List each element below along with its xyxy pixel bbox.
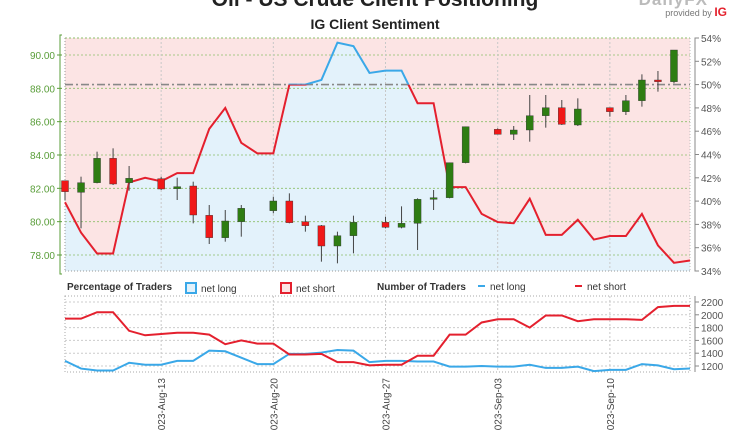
pct-tick-label: 46% (701, 127, 721, 138)
price-tick-label: 84.00 (30, 151, 55, 162)
bearish-candle (157, 178, 165, 190)
bearish-candle (301, 221, 310, 226)
long-swatch-icon (185, 282, 197, 294)
legend-pct-long[interactable]: net long (185, 282, 237, 295)
bullish-candle (125, 178, 133, 183)
bullish-candle (542, 107, 550, 116)
bearish-candle (493, 129, 502, 135)
price-tick-label: 88.00 (30, 84, 55, 95)
bearish-candle (558, 107, 566, 125)
bearish-candle (606, 107, 614, 112)
price-tick-label: 90.00 (30, 51, 55, 62)
bullish-candle (269, 200, 278, 211)
pct-tick-label: 54% (701, 34, 721, 45)
price-tick-label: 80.00 (30, 218, 55, 229)
bullish-candle (510, 129, 518, 135)
bullish-candle (333, 235, 342, 247)
ig-logo: IG (714, 5, 727, 19)
legend-pct-long-label: net long (201, 284, 237, 295)
net-short-count-line (65, 304, 690, 367)
bullish-candle (638, 79, 646, 101)
legend: Percentage of Traders net long net short… (0, 282, 750, 296)
bullish-candle (622, 100, 630, 112)
price-tick-label: 82.00 (30, 184, 55, 195)
traders-tick-label: 1600 (701, 336, 724, 347)
price-tick-label: 78.00 (30, 251, 55, 262)
traders-plot-border (64, 295, 691, 373)
date-tick-label: 2023-Sep-03 (494, 378, 505, 430)
net-long-count-line (64, 348, 691, 373)
short-swatch-icon (280, 282, 292, 294)
bullish-candle (221, 220, 229, 238)
pct-tick-label: 36% (701, 244, 721, 255)
bullish-candle (574, 108, 582, 126)
pct-tick-label: 40% (701, 197, 721, 208)
bullish-candle (413, 199, 422, 224)
provided-by-text: provided by (665, 8, 712, 18)
traders-tick-label: 1800 (701, 324, 724, 335)
pct-tick-label: 38% (701, 220, 721, 231)
net-long-pct-line (288, 41, 410, 85)
pct-tick-label: 48% (701, 104, 721, 115)
legend-percentage-title: Percentage of Traders (67, 282, 173, 293)
legend-num-long-label: net long (490, 282, 526, 293)
pct-tick-label: 42% (701, 174, 721, 185)
bearish-candle (109, 158, 117, 185)
bearish-candle (205, 215, 213, 238)
bullish-candle (237, 208, 245, 222)
traders-tick-label: 2000 (701, 311, 724, 322)
net-short-pct-line (64, 84, 691, 264)
bearish-candle (189, 185, 197, 216)
provided-by: provided by IG (665, 5, 727, 19)
price-tick-label: 86.00 (30, 118, 55, 129)
bearish-candle (285, 200, 294, 223)
traders-tick-label: 1400 (701, 349, 724, 360)
date-tick-label: 2023-Aug-13 (157, 378, 168, 430)
bullish-candle (670, 49, 678, 82)
short-line-icon (575, 285, 582, 287)
bullish-candle (526, 115, 534, 131)
legend-num-short-label: net short (587, 282, 626, 293)
bullish-candle (93, 158, 101, 183)
bearish-candle (381, 222, 390, 228)
pct-tick-label: 50% (701, 81, 721, 92)
bullish-candle (349, 222, 358, 236)
bullish-candle (77, 182, 85, 193)
bearish-candle (61, 180, 69, 192)
pct-tick-label: 44% (701, 151, 721, 162)
legend-number-title: Number of Traders (377, 282, 466, 293)
bearish-candle (654, 79, 662, 82)
legend-pct-short-label: net short (296, 284, 335, 295)
pct-tick-label: 34% (701, 267, 721, 278)
price-axis-line (59, 34, 62, 275)
long-line-icon (478, 285, 485, 287)
bullish-candle (397, 223, 406, 228)
traders-tick-label: 1200 (701, 362, 724, 373)
bearish-candle (317, 225, 326, 247)
pct-tick-label: 52% (701, 57, 721, 68)
net-long-area (65, 42, 690, 271)
dailyfx-logo: DailyFX (639, 0, 708, 10)
bullish-candle (461, 126, 470, 163)
date-tick-label: 2023-Sep-10 (606, 378, 617, 430)
date-tick-label: 2023-Aug-27 (382, 378, 393, 430)
legend-num-long[interactable]: net long (478, 282, 526, 293)
legend-pct-short[interactable]: net short (280, 282, 335, 295)
bullish-candle (445, 162, 454, 198)
legend-num-short[interactable]: net short (575, 282, 626, 293)
chart-title: Oil - US Crude Client Positioning (0, 0, 750, 12)
date-tick-label: 2023-Aug-20 (269, 378, 280, 430)
bullish-candle (173, 186, 181, 189)
bullish-candle (429, 197, 438, 200)
traders-tick-label: 2200 (701, 298, 724, 309)
chart-subtitle: IG Client Sentiment (310, 16, 440, 32)
